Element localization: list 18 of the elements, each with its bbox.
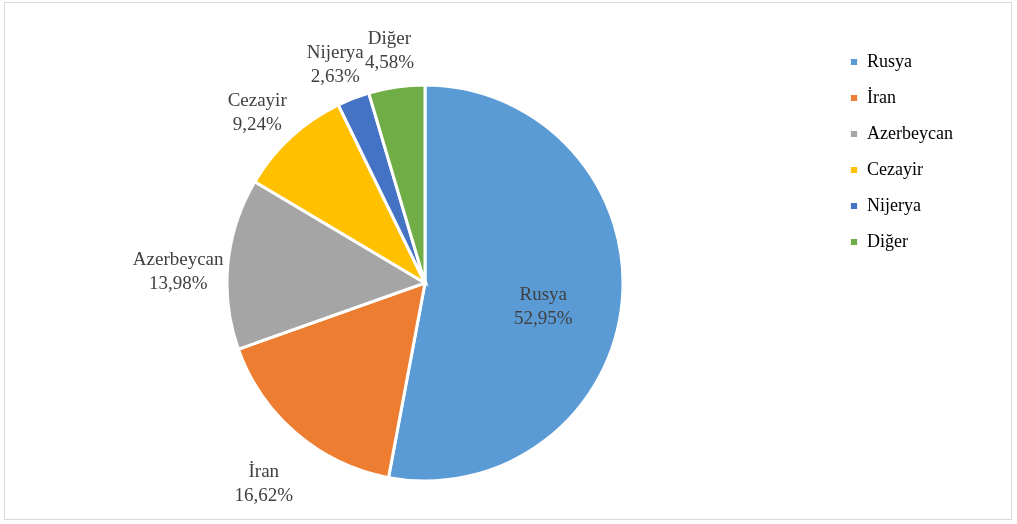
slice-label: Rusya — [519, 282, 568, 304]
legend-label: İran — [867, 87, 896, 107]
slice-label: İran — [248, 460, 280, 482]
data-label: 16,62% — [234, 484, 294, 506]
slice-label: Nijerya — [306, 40, 365, 62]
data-label: 9,24% — [232, 113, 282, 135]
legend-label: Nijerya — [867, 195, 921, 215]
data-label: 13,98% — [148, 271, 208, 293]
legend-label: Cezayir — [867, 159, 923, 179]
slice-label: Diğer — [367, 26, 412, 48]
slice-label: Cezayir — [227, 89, 288, 111]
legend-label: Rusya — [867, 51, 913, 71]
data-label: 2,63% — [310, 64, 360, 86]
legend-label: Diğer — [867, 231, 908, 251]
slice-label: Azerbeycan — [132, 247, 225, 269]
data-label: 52,95% — [514, 306, 573, 328]
data-label: 4,58% — [364, 50, 415, 72]
legend-label: Azerbeycan — [867, 123, 953, 143]
